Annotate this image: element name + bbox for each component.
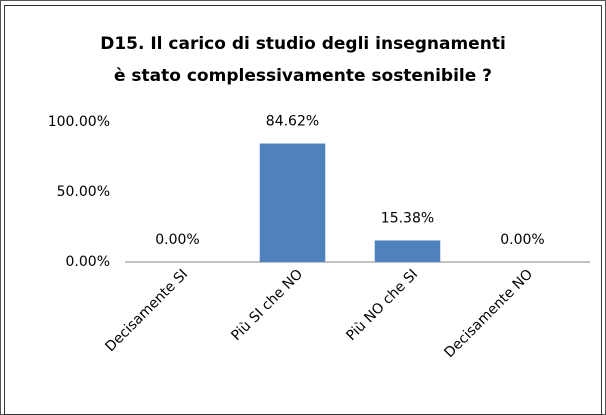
chart-title: è stato complessivamente sostenibile ? — [114, 66, 492, 86]
y-tick-label: 50.00% — [57, 184, 110, 200]
chart-title: D15. Il carico di studio degli insegname… — [100, 34, 506, 54]
y-tick-label: 100.00% — [48, 114, 110, 130]
value-label: 0.00% — [500, 232, 544, 248]
bar — [259, 143, 326, 262]
y-tick-label: 0.00% — [66, 254, 110, 270]
value-label: 0.00% — [155, 232, 199, 248]
value-label: 84.62% — [266, 114, 319, 130]
value-label: 15.38% — [381, 210, 434, 226]
bar — [374, 240, 441, 262]
